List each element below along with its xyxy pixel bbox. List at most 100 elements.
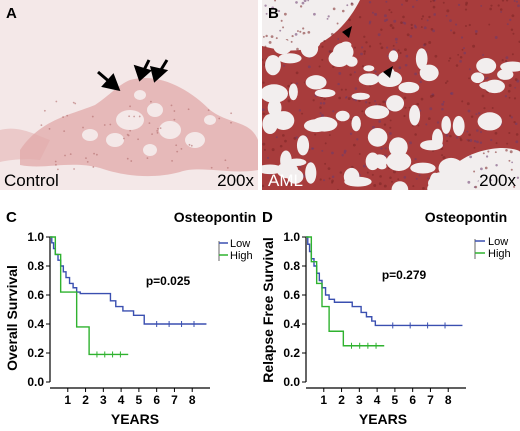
cell-dot [489,7,492,11]
cell-dot [337,82,340,86]
cell-dot [268,40,272,44]
cell-dot [398,66,402,70]
cell-dot [91,115,94,118]
cell-dot [374,70,377,73]
cell-dot [314,133,317,136]
cell-dot [445,14,448,17]
cell-dot [353,46,356,49]
cell-dot [73,168,75,170]
cell-dot [280,19,283,22]
cell-dot [404,63,408,67]
cell-dot [176,150,179,153]
cell-dot [379,175,382,178]
cell-dot [417,124,420,127]
cell-dot [285,181,289,185]
cell-dot [210,166,213,169]
cell-dot [383,123,387,126]
cell-dot [380,147,383,150]
cell-dot [434,54,438,58]
fat-vacuole [388,137,408,158]
cell-dot [421,15,425,18]
cell-dot [373,184,377,187]
cell-dot [450,29,453,32]
fat-vacuole [262,164,284,175]
cell-dot [446,80,449,83]
y-tick-label: 0.8 [27,259,44,273]
cell-dot [361,65,365,68]
cell-dot [403,96,407,100]
chart-c-legend: Low High [218,238,253,262]
cell-dot [506,0,509,2]
cell-dot [109,123,112,126]
cell-dot [481,94,485,98]
cell-dot [266,156,270,160]
cell-dot [474,29,478,33]
cell-dot [313,12,316,16]
cell-dot [423,26,427,30]
micrograph-a [0,0,258,190]
cell-dot [389,132,392,135]
fat-vacuole [377,70,403,88]
chart-d-p-value: p=0.279 [382,268,427,282]
cell-dot [346,4,349,7]
cell-dot [482,152,485,155]
cell-dot [63,130,66,132]
x-tick-label: 8 [445,393,452,407]
cell-dot [341,154,344,157]
chart-c-p-value: p=0.025 [146,274,191,288]
cell-dot [321,114,325,118]
fat-vacuole [386,151,412,171]
cell-dot [133,115,136,118]
cell-dot [402,21,405,24]
cell-dot [128,115,131,118]
cell-dot [462,47,465,50]
cell-dot [441,108,444,111]
cell-dot [444,81,448,85]
cell-dot [491,107,494,109]
cell-dot [389,23,393,27]
fat-vacuole [351,92,370,100]
cell-dot [277,9,281,13]
cell-dot [372,125,376,129]
cell-dot [319,102,323,105]
cell-dot [449,19,452,22]
cell-dot [301,1,305,5]
cell-dot [361,110,364,113]
cell-dot [395,41,398,44]
cell-dot [441,102,444,106]
cell-dot [393,19,397,23]
cell-dot [510,28,514,31]
cell-dot [331,179,334,183]
fat-vacuole [147,103,163,117]
cell-dot [475,32,478,35]
cell-dot [467,139,470,142]
cell-dot [494,36,498,39]
cell-dot [299,30,302,33]
cell-dot [64,154,66,157]
cell-dot [295,136,298,139]
cell-dot [432,0,435,2]
fat-vacuole [340,41,352,49]
cell-dot [383,184,387,188]
cell-dot [392,44,395,47]
cell-dot [403,114,406,118]
fat-vacuole [335,110,350,122]
cell-dot [322,101,326,105]
panel-letter-d: D [262,209,273,226]
cell-dot [467,109,471,113]
y-tick-label: 0.0 [283,375,300,389]
cell-dot [504,95,508,98]
cell-dot [459,55,463,59]
cell-dot [380,28,383,31]
fat-vacuole [491,180,508,190]
cell-dot [279,29,282,32]
cell-dot [319,106,322,109]
fat-vacuole [427,174,454,190]
cell-dot [382,100,385,104]
cell-dot [331,175,335,179]
cell-dot [226,166,229,169]
cell-dot [377,33,381,37]
cell-dot [295,82,298,85]
cell-dot [341,9,345,13]
